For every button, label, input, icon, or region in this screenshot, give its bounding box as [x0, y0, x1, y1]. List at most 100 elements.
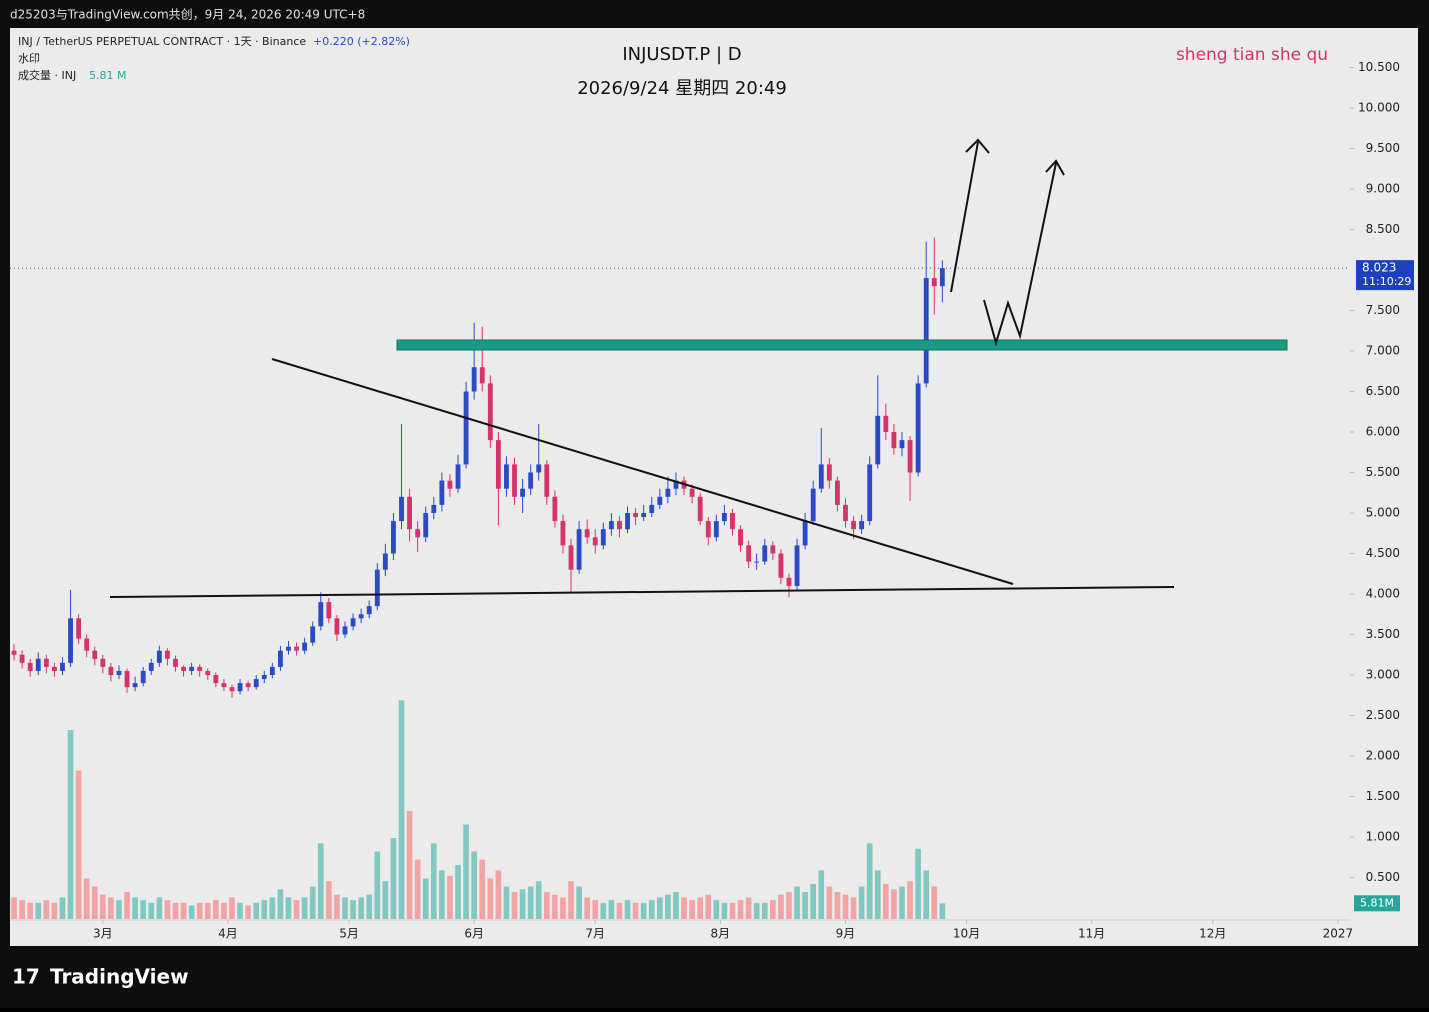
volume-bar [810, 883, 817, 919]
volume-bar [277, 889, 284, 919]
volume-bar [786, 892, 792, 919]
candle-body [286, 646, 291, 651]
volume-bar [648, 900, 655, 919]
candle-body [802, 521, 808, 546]
volume-bar [237, 902, 243, 919]
volume-bar [390, 838, 397, 919]
volume-bar [640, 902, 647, 919]
volume-bar [51, 902, 58, 919]
candle-body [826, 464, 832, 481]
volume-bar [261, 900, 268, 919]
x-tick-label: 8月 [711, 927, 731, 941]
candle-body [19, 654, 25, 663]
candle-body [76, 618, 82, 639]
candle-body [504, 464, 509, 489]
candle-body [633, 513, 639, 518]
volume-bar [939, 903, 946, 919]
volume-bar [632, 902, 639, 919]
volume-bar [656, 897, 663, 919]
candle-body [455, 464, 461, 489]
candle-body [205, 670, 211, 675]
y-tick-label: 3.000 [1366, 668, 1400, 682]
candle-body [269, 666, 275, 675]
volume-bar [519, 889, 526, 919]
candle-body [657, 496, 663, 505]
footer-logo: TradingView [50, 965, 189, 989]
volume-bar [253, 902, 260, 919]
volume-bar [858, 886, 865, 919]
candle-body [544, 464, 550, 497]
volume-bar [350, 900, 356, 919]
candle-body [382, 553, 388, 570]
volume-bar [761, 902, 768, 919]
candle-body [11, 650, 17, 655]
candle-body [245, 683, 251, 688]
y-tick-label: 5.000 [1366, 506, 1400, 520]
candle-body [431, 504, 437, 513]
candle-body [140, 670, 146, 684]
volume-bar [75, 770, 82, 919]
candle-body [189, 666, 195, 671]
volume-bar [59, 897, 66, 919]
volume-bar [487, 878, 494, 919]
candle-body [471, 367, 477, 392]
volume-bar [931, 886, 938, 919]
volume-bar [366, 894, 373, 919]
candle-body [608, 521, 614, 530]
candle-body [439, 480, 445, 505]
footer-logo-icon: 𝟭𝟳 [12, 965, 40, 989]
annotation: sheng tian she qu [1176, 45, 1328, 65]
candle-body [673, 480, 679, 489]
volume-bar [850, 897, 857, 919]
y-tick-label: 7.500 [1366, 303, 1400, 317]
volume-bar [196, 902, 203, 919]
candle-body [891, 432, 897, 449]
candle-body [859, 521, 865, 530]
volume-bar [204, 902, 211, 919]
candle-body [786, 577, 792, 586]
candle-body [834, 480, 840, 505]
candle-body [770, 545, 776, 554]
candle-body [552, 496, 558, 522]
volume-bar [35, 902, 42, 919]
volume-bar [285, 897, 292, 919]
volume-bar [180, 902, 187, 919]
volume-bar [148, 902, 155, 919]
legend-volume: 成交量 · INJ [18, 68, 76, 82]
y-tick-label: 6.000 [1366, 425, 1400, 439]
candle-body [794, 545, 800, 586]
volume-bar [891, 889, 897, 919]
arrow-2-head [1045, 159, 1065, 176]
volume-bar [422, 878, 429, 919]
candle-body [229, 687, 235, 692]
candle-body [495, 440, 501, 489]
x-tick-label: 11月 [1078, 927, 1105, 941]
y-tick-label: 4.000 [1366, 587, 1400, 601]
candle-body [197, 666, 203, 671]
volume-bar [398, 700, 405, 919]
volume-bar [317, 843, 324, 919]
x-tick-label: 2027 [1323, 927, 1354, 941]
volume-bar [269, 897, 276, 919]
volume-bar [245, 905, 251, 919]
candle-body [907, 440, 913, 473]
y-tick-label: 2.000 [1366, 749, 1400, 763]
candle-body [576, 529, 582, 570]
candle-body [366, 606, 372, 615]
candle-body [851, 521, 856, 530]
candle-body [617, 521, 622, 530]
candle-body [738, 529, 743, 546]
volume-bar [681, 897, 687, 919]
candle-body [818, 464, 824, 489]
volume-bar [164, 900, 171, 919]
volume-bar [91, 886, 98, 919]
y-tick-label: 10.000 [1358, 101, 1400, 115]
volume-bar [229, 897, 235, 919]
candle-body [164, 650, 170, 659]
candle-body [415, 529, 421, 538]
arrow-1 [950, 141, 979, 293]
support-line [109, 586, 1175, 598]
candle-body [173, 658, 178, 667]
y-tick-label: 6.500 [1366, 384, 1400, 398]
candle-body [568, 545, 574, 570]
